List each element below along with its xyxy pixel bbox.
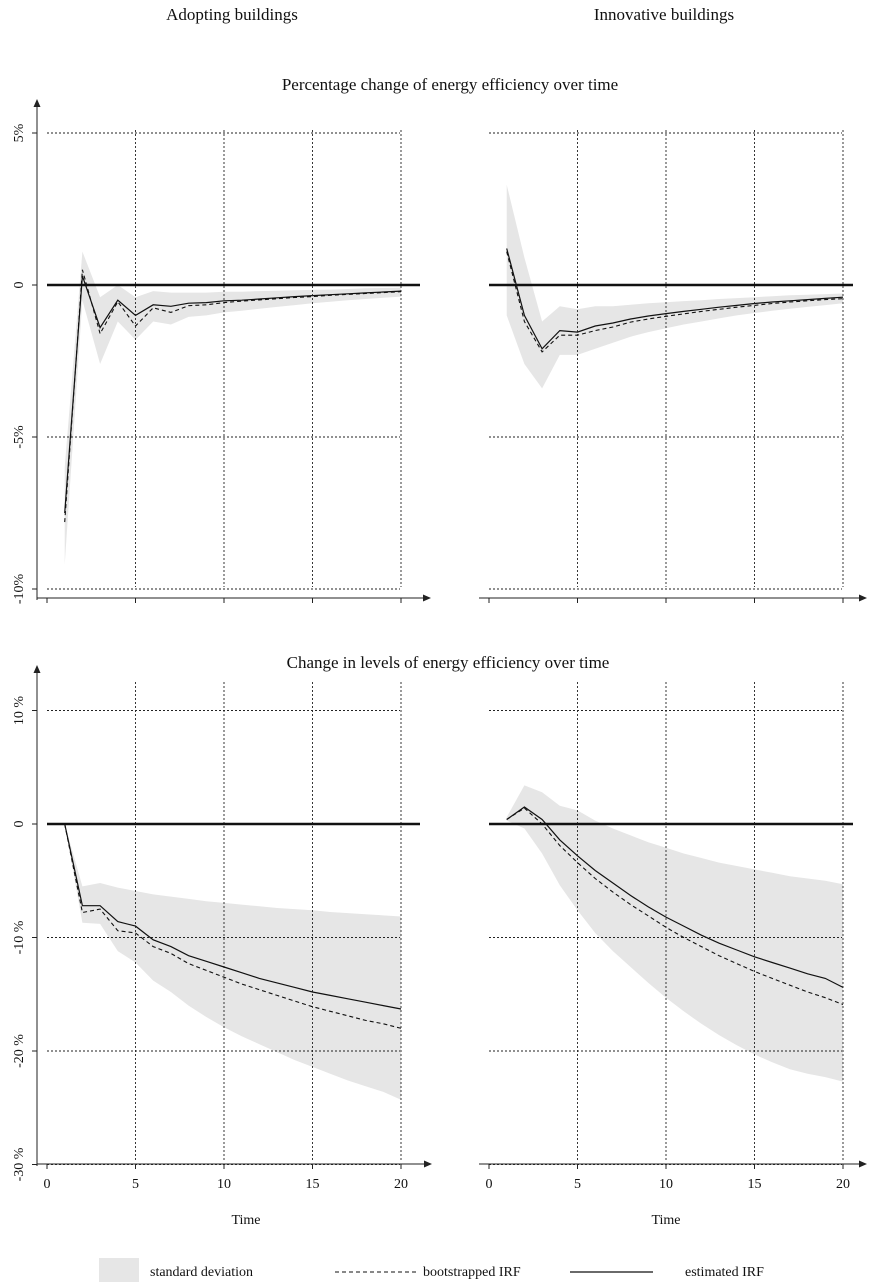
panel-top-left: 5% 0 -5% -10% [12, 99, 431, 605]
estimated-irf-line [506, 248, 844, 350]
x-tick-label: 5 [574, 1177, 581, 1192]
std-band [64, 824, 401, 1100]
y-tick-label: -30 % [12, 1147, 27, 1181]
y-tick-label: 10 % [12, 696, 27, 726]
std-band [506, 184, 843, 389]
x-tick-label: 15 [306, 1177, 320, 1192]
x-tick-label: 20 [836, 1177, 850, 1192]
estimated-irf-line [64, 823, 402, 1010]
legend-estimated-label: estimated IRF [685, 1265, 764, 1280]
std-band [64, 251, 401, 565]
y-tick-label: -10% [12, 574, 27, 605]
x-axis-label-left: Time [231, 1213, 260, 1228]
panel-top-right [479, 130, 867, 603]
y-tick-label: -10 % [12, 920, 27, 954]
x-tick-label: 5 [132, 1177, 139, 1192]
top-row-title: Percentage change of energy efficiency o… [282, 75, 618, 94]
column-title-adopting: Adopting buildings [166, 5, 298, 24]
legend: standard deviation bootstrapped IRF esti… [99, 1258, 764, 1282]
estimated-irf-line [506, 806, 844, 988]
y-tick-label: 0 [12, 821, 27, 828]
bottom-row-title: Change in levels of energy efficiency ov… [287, 653, 610, 672]
y-tick-label: 5% [12, 123, 27, 142]
legend-band-label: standard deviation [150, 1265, 253, 1280]
bootstrapped-irf-line [506, 807, 844, 1006]
y-tick-label: -20 % [12, 1034, 27, 1068]
x-tick-label: 15 [748, 1177, 762, 1192]
bootstrapped-irf-line [506, 251, 844, 353]
bootstrapped-irf-line [64, 269, 402, 523]
x-tick-label: 0 [486, 1177, 493, 1192]
y-tick-label: 0 [12, 282, 27, 289]
estimated-irf-line [64, 275, 402, 514]
std-band [506, 785, 843, 1082]
panel-bottom-left: 0 5 10 15 20 10 % 0 -10 % -20 % -30 % [12, 665, 432, 1192]
x-tick-label: 20 [394, 1177, 408, 1192]
legend-bootstrapped-label: bootstrapped IRF [423, 1265, 521, 1280]
x-tick-label: 10 [217, 1177, 231, 1192]
x-tick-label: 0 [44, 1177, 51, 1192]
x-tick-label: 10 [659, 1177, 673, 1192]
panel-bottom-right: 0 5 10 15 20 [479, 682, 867, 1192]
column-title-innovative: Innovative buildings [594, 5, 734, 24]
legend-band-swatch [99, 1258, 139, 1282]
bootstrapped-irf-line [64, 823, 402, 1029]
x-axis-label-right: Time [651, 1213, 680, 1228]
y-tick-label: -5% [12, 425, 27, 449]
